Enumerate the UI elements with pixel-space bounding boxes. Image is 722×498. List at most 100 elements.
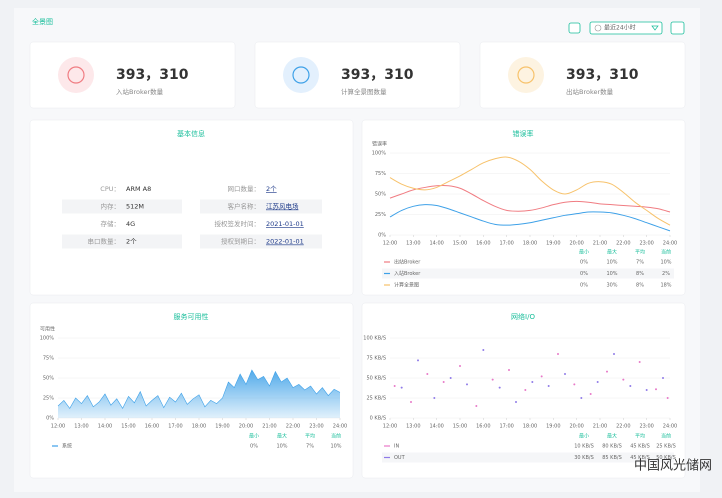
range-select[interactable] bbox=[589, 21, 663, 35]
stat-label: 入站Broker数量 bbox=[116, 87, 164, 96]
legend-column: 最大 bbox=[277, 433, 287, 440]
x-tick-label: 17:00 bbox=[499, 424, 513, 430]
row-shade bbox=[62, 234, 182, 249]
x-tick-label: 24:00 bbox=[333, 424, 347, 430]
row-shade bbox=[62, 199, 182, 214]
stat-icon bbox=[508, 57, 544, 93]
legend-stat: 30 KB/S bbox=[574, 455, 594, 461]
y-tick-label: 100% bbox=[372, 151, 387, 157]
legend-stat: 8% bbox=[636, 283, 644, 289]
legend-column: 最小 bbox=[579, 433, 589, 440]
legend-stat: 10% bbox=[606, 260, 617, 266]
refresh-button[interactable] bbox=[670, 21, 685, 35]
y-axis-label: 错误率 bbox=[372, 141, 387, 148]
stat-icon bbox=[283, 57, 319, 93]
point bbox=[442, 381, 445, 383]
info-value: 4G bbox=[126, 220, 135, 228]
point bbox=[564, 373, 566, 375]
legend-stat: 45 KB/S bbox=[630, 444, 650, 450]
row-shade bbox=[200, 199, 322, 214]
info-value: 2021-01-01 bbox=[266, 220, 304, 228]
y-tick-label: 50 KB/S bbox=[366, 376, 386, 382]
calendar-button[interactable] bbox=[568, 22, 581, 34]
x-tick-label: 15:00 bbox=[453, 241, 467, 247]
legend-stat: 7% bbox=[306, 444, 314, 450]
stat-icon-mark bbox=[517, 66, 535, 84]
legend-column: 平均 bbox=[635, 433, 645, 440]
card bbox=[29, 302, 354, 479]
legend-name: 出站Broker bbox=[394, 259, 421, 266]
x-tick-label: 24:00 bbox=[663, 424, 677, 430]
legend-stat: 10% bbox=[606, 271, 617, 277]
point bbox=[662, 377, 664, 379]
info-label: CPU： bbox=[100, 185, 120, 193]
point bbox=[645, 389, 648, 391]
legend-column: 当前 bbox=[331, 433, 341, 440]
x-tick-label: 23:00 bbox=[639, 424, 653, 430]
point bbox=[547, 385, 550, 387]
x-tick-label: 21:00 bbox=[593, 241, 607, 247]
y-tick-label: 25% bbox=[43, 396, 54, 402]
point bbox=[622, 378, 625, 381]
stat-label: 出站Broker数量 bbox=[566, 87, 614, 96]
info-value: 2个 bbox=[266, 185, 277, 193]
legend-stat: 8% bbox=[636, 271, 644, 277]
panel-title: 基本信息 bbox=[177, 129, 205, 138]
area-fill bbox=[58, 370, 340, 418]
point bbox=[400, 386, 403, 389]
legend-column: 当前 bbox=[661, 249, 671, 256]
series-line bbox=[389, 185, 671, 213]
x-tick-label: 19:00 bbox=[546, 424, 560, 430]
info-value: 江苏风电场 bbox=[266, 202, 299, 211]
legend-column: 当前 bbox=[661, 433, 671, 440]
legend-stat: 7% bbox=[636, 260, 644, 266]
legend-name: OUT bbox=[394, 455, 406, 461]
panel-title: 网络I/O bbox=[511, 312, 535, 321]
legend-stat: 10 KB/S bbox=[574, 444, 594, 450]
x-tick-label: 13:00 bbox=[406, 241, 420, 247]
info-label: 内存： bbox=[101, 202, 121, 211]
legend-name: 系统 bbox=[62, 443, 72, 450]
stat-icon-mark bbox=[292, 66, 310, 84]
point bbox=[589, 393, 592, 395]
x-tick-label: 21:00 bbox=[593, 424, 607, 430]
page-title: 全景图 bbox=[32, 17, 53, 26]
panel-title: 服务可用性 bbox=[174, 312, 209, 321]
y-tick-label: 0 KB/S bbox=[370, 416, 386, 422]
y-tick-label: 25 KB/S bbox=[366, 396, 386, 402]
stat-icon-mark bbox=[67, 66, 85, 84]
point bbox=[613, 353, 615, 355]
range-label: 最近24小时 bbox=[604, 24, 636, 32]
x-tick-label: 12:00 bbox=[383, 424, 397, 430]
info-label: 串口数量： bbox=[88, 237, 121, 246]
legend-stat: 80 KB/S bbox=[602, 444, 622, 450]
x-tick-label: 22:00 bbox=[286, 424, 300, 430]
legend-stat: 50 KB/S bbox=[656, 455, 676, 461]
point bbox=[655, 388, 657, 391]
point bbox=[491, 378, 494, 381]
legend-stat: 85 KB/S bbox=[602, 455, 622, 461]
area-line bbox=[57, 369, 341, 410]
y-axis-label: 可用性 bbox=[40, 326, 55, 333]
stat-value: 393，310 bbox=[341, 67, 414, 83]
point bbox=[629, 385, 632, 387]
point bbox=[482, 349, 485, 351]
legend-column: 平均 bbox=[635, 249, 645, 256]
x-tick-label: 13:00 bbox=[406, 424, 420, 430]
legend-column: 最小 bbox=[249, 433, 259, 440]
point bbox=[540, 375, 543, 378]
point bbox=[531, 381, 534, 383]
legend-column: 最大 bbox=[607, 249, 617, 256]
point bbox=[515, 401, 517, 403]
y-tick-label: 0% bbox=[378, 233, 386, 239]
x-tick-label: 19:00 bbox=[546, 241, 560, 247]
x-tick-label: 16:00 bbox=[145, 424, 159, 430]
point bbox=[417, 359, 419, 362]
info-value: 2022-01-01 bbox=[266, 238, 304, 246]
y-tick-label: 75% bbox=[43, 356, 54, 362]
y-tick-label: 75 KB/S bbox=[366, 356, 386, 362]
legend-name: IN bbox=[394, 444, 399, 450]
panel-title: 错误率 bbox=[513, 129, 534, 138]
